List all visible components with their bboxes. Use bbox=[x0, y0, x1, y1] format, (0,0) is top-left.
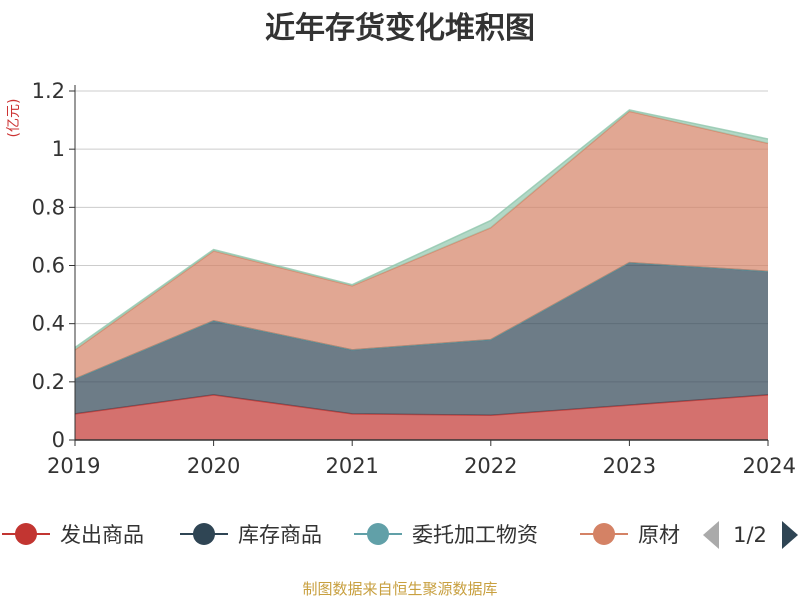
prev-page-icon[interactable] bbox=[703, 521, 719, 549]
y-tick-label: 1.2 bbox=[32, 79, 65, 103]
legend-page-indicator: 1/2 bbox=[733, 523, 767, 547]
x-tick-label: 2022 bbox=[464, 454, 517, 478]
legend-circle-swatch bbox=[193, 523, 215, 545]
legend-circle-swatch bbox=[15, 523, 37, 545]
x-tick-label: 2019 bbox=[47, 454, 100, 478]
area-series-4 bbox=[75, 111, 768, 379]
y-tick-label: 0.8 bbox=[32, 195, 65, 219]
x-tick-label: 2024 bbox=[743, 454, 796, 478]
next-page-icon[interactable] bbox=[782, 521, 798, 549]
area-series-2 bbox=[75, 262, 768, 416]
x-tick-label: 2021 bbox=[325, 454, 378, 478]
y-tick-label: 0 bbox=[52, 428, 65, 452]
legend-item[interactable]: 委托加工物资 bbox=[354, 523, 538, 547]
legend-item[interactable]: 库存商品 bbox=[180, 523, 322, 547]
x-tick-label: 2020 bbox=[187, 454, 240, 478]
y-tick-label: 1 bbox=[52, 137, 65, 161]
legend-pager[interactable]: 1/2 bbox=[703, 521, 798, 549]
legend-label: 委托加工物资 bbox=[412, 523, 538, 547]
chart-title: 近年存货变化堆积图 bbox=[265, 11, 535, 46]
y-axis-unit-label: (亿元) bbox=[6, 99, 22, 138]
y-tick-label: 0.6 bbox=[32, 254, 65, 278]
legend-circle-swatch bbox=[593, 523, 615, 545]
legend-label: 库存商品 bbox=[238, 523, 322, 547]
legend-label: 发出商品 bbox=[60, 523, 144, 547]
y-tick-label: 0.2 bbox=[32, 370, 65, 394]
area-series-1 bbox=[75, 394, 768, 440]
legend-item[interactable]: 发出商品 bbox=[2, 523, 144, 547]
area-series-5-line bbox=[74, 109, 769, 349]
axes: 0 0.2 0.4 0.6 0.8 1 1.2 2019 2020 2021 2022 2023 202… bbox=[32, 79, 796, 478]
area-series bbox=[74, 109, 769, 440]
legend-circle-swatch bbox=[367, 523, 389, 545]
legend-item[interactable]: 原材 bbox=[580, 523, 680, 547]
legend[interactable]: 发出商品 库存商品 委托加工物资 原材 bbox=[2, 523, 680, 547]
y-tick-label: 0.4 bbox=[32, 312, 65, 336]
data-source-note: 制图数据来自恒生聚源数据库 bbox=[302, 580, 497, 598]
legend-label: 原材 bbox=[638, 523, 680, 547]
x-tick-label: 2023 bbox=[603, 454, 656, 478]
